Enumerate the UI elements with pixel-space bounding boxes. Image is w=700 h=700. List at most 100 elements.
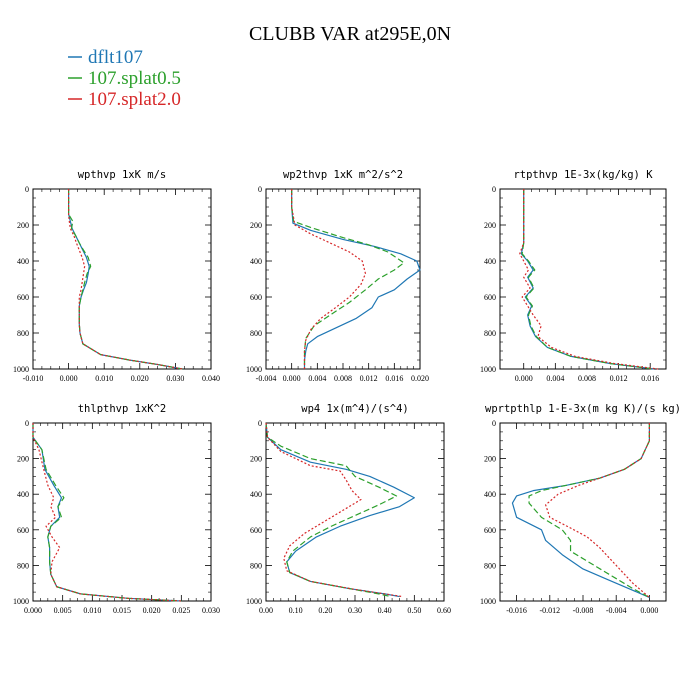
- plot-frame: [499, 422, 667, 602]
- y-tick-label: 0: [492, 185, 496, 194]
- x-tick-label: -0.004: [606, 606, 627, 615]
- legend-label-splat05: 107.splat0.5: [88, 68, 181, 89]
- x-tick-label: 0.004: [546, 374, 564, 383]
- panel-1: wpthvp 1xK m/s -0.010 0.000 0.010 0.020 0.030…: [13, 169, 220, 383]
- panel-title: wp2thvp 1xK m^2/s^2: [283, 169, 403, 181]
- series-line-dflt107: [67, 189, 183, 370]
- legend: dflt107 107.splat0.5 107.splat2.0: [68, 47, 181, 110]
- series-line-107-splat2-0: [265, 422, 403, 598]
- y-tick-label: 600: [17, 293, 29, 302]
- panel-title: wp4 1x(m^4)/(s^4): [301, 403, 408, 415]
- y-tick-label: 600: [484, 293, 496, 302]
- y-tick-label: 0: [258, 419, 262, 428]
- x-tick-label: -0.012: [539, 606, 560, 615]
- y-tick-label: 400: [484, 490, 496, 499]
- y-tick-label: 400: [17, 257, 29, 266]
- x-tick-label: -0.004: [256, 374, 277, 383]
- y-tick-label: 600: [250, 526, 262, 535]
- y-tick-label: 800: [250, 329, 262, 338]
- series-line-107-splat2-0: [67, 189, 183, 370]
- x-tick-label: 0.00: [259, 606, 273, 615]
- series-line-107-splat0-5: [291, 189, 405, 369]
- series-line-107-splat2-0: [545, 423, 651, 598]
- x-tick-label: 0.025: [172, 606, 190, 615]
- y-tick-label: 1000: [13, 597, 29, 606]
- x-tick-label: 0.020: [411, 374, 429, 383]
- x-tick-label: 0.030: [166, 374, 184, 383]
- y-tick-label: 800: [17, 561, 29, 570]
- series-line-107-splat0-5: [32, 423, 182, 602]
- y-tick-label: 400: [17, 490, 29, 499]
- panel-3: rtpthvp 1E-3x(kg/kg) K 0.000 0.004 0.008 0.0…: [480, 169, 667, 383]
- x-tick-label: 0.020: [143, 606, 161, 615]
- plot-frame: [265, 188, 421, 370]
- y-tick-label: 200: [484, 455, 496, 464]
- x-tick-label: 0.000: [640, 606, 658, 615]
- y-tick-label: 400: [250, 490, 262, 499]
- y-tick-label: 0: [492, 419, 496, 428]
- y-tick-label: 200: [250, 221, 262, 230]
- x-tick-label: 0.000: [60, 374, 78, 383]
- panels-group: wpthvp 1xK m/s-0.010 0.000 0.010 0.020 0.030…: [13, 169, 681, 615]
- y-tick-label: 1000: [246, 597, 262, 606]
- y-tick-label: 800: [17, 329, 29, 338]
- series-line-dflt107: [291, 189, 421, 369]
- y-tick-label: 200: [250, 455, 262, 464]
- y-tick-label: 0: [258, 185, 262, 194]
- y-tick-label: 800: [484, 561, 496, 570]
- panel-5: wp4 1x(m^4)/(s^4) 0.00 0.10 0.20 0.30 0.40 0.5…: [246, 403, 451, 615]
- x-tick-label: 0.20: [318, 606, 332, 615]
- y-tick-label: 400: [484, 257, 496, 266]
- plot-frame: [499, 188, 667, 370]
- panel-title: rtpthvp 1E-3x(kg/kg) K: [513, 169, 653, 181]
- legend-label-dflt107: dflt107: [88, 47, 143, 68]
- x-tick-label: 0.016: [641, 374, 659, 383]
- x-tick-label: 0.012: [610, 374, 628, 383]
- x-tick-label: 0.015: [113, 606, 131, 615]
- x-tick-label: -0.010: [23, 374, 44, 383]
- x-tick-label: 0.010: [95, 374, 113, 383]
- series-line-107-splat2-0: [32, 423, 182, 602]
- y-tick-label: 1000: [13, 365, 29, 374]
- x-tick-label: 0.60: [437, 606, 451, 615]
- y-tick-label: 600: [484, 526, 496, 535]
- y-tick-label: 0: [25, 419, 29, 428]
- series-line-107-splat2-0: [519, 189, 659, 370]
- x-tick-label: 0.005: [54, 606, 72, 615]
- x-tick-label: 0.016: [385, 374, 403, 383]
- x-tick-label: 0.10: [289, 606, 303, 615]
- x-tick-label: 0.30: [348, 606, 362, 615]
- y-tick-label: 200: [17, 221, 29, 230]
- y-tick-label: 400: [250, 257, 262, 266]
- x-tick-label: 0.000: [515, 374, 533, 383]
- x-tick-label: 0.020: [131, 374, 149, 383]
- y-tick-label: 800: [484, 329, 496, 338]
- legend-label-splat20: 107.splat2.0: [88, 89, 181, 110]
- y-tick-label: 200: [17, 455, 29, 464]
- y-tick-label: 200: [484, 221, 496, 230]
- x-tick-label: 0.012: [360, 374, 378, 383]
- figure-title: CLUBB VAR at295E,0N: [249, 23, 451, 45]
- series-line-107-splat0-5: [521, 189, 655, 370]
- series-line-107-splat2-0: [291, 189, 367, 369]
- x-tick-label: -0.008: [573, 606, 594, 615]
- x-tick-label: -0.016: [506, 606, 527, 615]
- y-tick-label: 0: [25, 185, 29, 194]
- y-tick-label: 800: [250, 561, 262, 570]
- panel-title: thlpthvp 1xK^2: [78, 403, 167, 415]
- y-tick-label: 1000: [246, 365, 262, 374]
- x-tick-label: 0.030: [202, 606, 220, 615]
- plot-frame: [32, 188, 212, 370]
- series-line-107-splat0-5: [265, 422, 398, 598]
- series-line-dflt107: [32, 423, 182, 602]
- y-tick-label: 600: [17, 526, 29, 535]
- series-line-107-splat0-5: [67, 189, 183, 370]
- x-tick-label: 0.000: [283, 374, 301, 383]
- y-tick-label: 600: [250, 293, 262, 302]
- x-tick-label: 0.040: [202, 374, 220, 383]
- series-line-dflt107: [265, 422, 415, 598]
- y-tick-label: 1000: [480, 597, 496, 606]
- x-tick-label: 0.010: [83, 606, 101, 615]
- x-tick-label: 0.008: [578, 374, 596, 383]
